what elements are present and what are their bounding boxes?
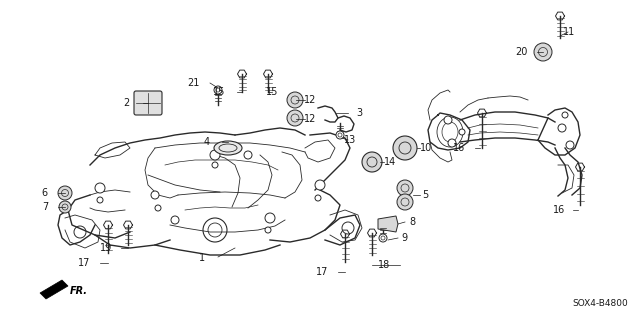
Circle shape [562,112,568,118]
FancyBboxPatch shape [134,91,162,115]
Text: 17: 17 [316,267,328,277]
Circle shape [265,213,275,223]
Text: 4: 4 [204,137,210,147]
Circle shape [444,116,452,124]
Circle shape [362,152,382,172]
Text: 3: 3 [356,108,362,118]
Text: 20: 20 [516,47,528,57]
Circle shape [58,186,72,200]
Text: SOX4-B4800: SOX4-B4800 [572,299,628,308]
Text: 18: 18 [378,260,390,270]
Text: 1: 1 [199,253,205,263]
Polygon shape [40,280,68,299]
Text: 6: 6 [42,188,48,198]
Text: 11: 11 [563,27,575,37]
Text: 8: 8 [409,217,415,227]
Circle shape [171,216,179,224]
Circle shape [59,201,71,213]
Ellipse shape [214,141,242,155]
Text: 5: 5 [422,190,428,200]
Circle shape [448,139,456,147]
Circle shape [212,162,218,168]
Text: 16: 16 [553,205,565,215]
Circle shape [566,141,574,149]
Circle shape [397,180,413,196]
Text: FR.: FR. [70,286,88,296]
Circle shape [265,227,271,233]
Text: 12: 12 [303,114,316,124]
Text: 10: 10 [420,143,432,153]
Circle shape [287,92,303,108]
Circle shape [534,43,552,61]
Circle shape [287,110,303,126]
Circle shape [97,197,103,203]
Circle shape [336,131,344,139]
Circle shape [244,151,252,159]
Text: 2: 2 [124,98,130,108]
Text: 7: 7 [42,202,48,212]
Circle shape [315,195,321,201]
Circle shape [155,205,161,211]
Text: 14: 14 [384,157,396,167]
Text: 16: 16 [452,143,465,153]
Text: 17: 17 [77,258,90,268]
Circle shape [459,129,465,135]
Text: 15: 15 [266,87,278,97]
Circle shape [393,136,417,160]
Circle shape [95,183,105,193]
Circle shape [151,191,159,199]
Text: 9: 9 [402,233,408,243]
Text: 12: 12 [303,95,316,105]
Circle shape [379,234,387,242]
Polygon shape [378,216,398,232]
Circle shape [397,194,413,210]
Circle shape [210,150,220,160]
Text: 21: 21 [188,78,200,88]
Text: 15: 15 [212,87,225,97]
Text: 13: 13 [344,135,356,145]
Circle shape [558,124,566,132]
Circle shape [214,86,222,94]
Circle shape [315,180,325,190]
Text: 19: 19 [100,243,112,253]
